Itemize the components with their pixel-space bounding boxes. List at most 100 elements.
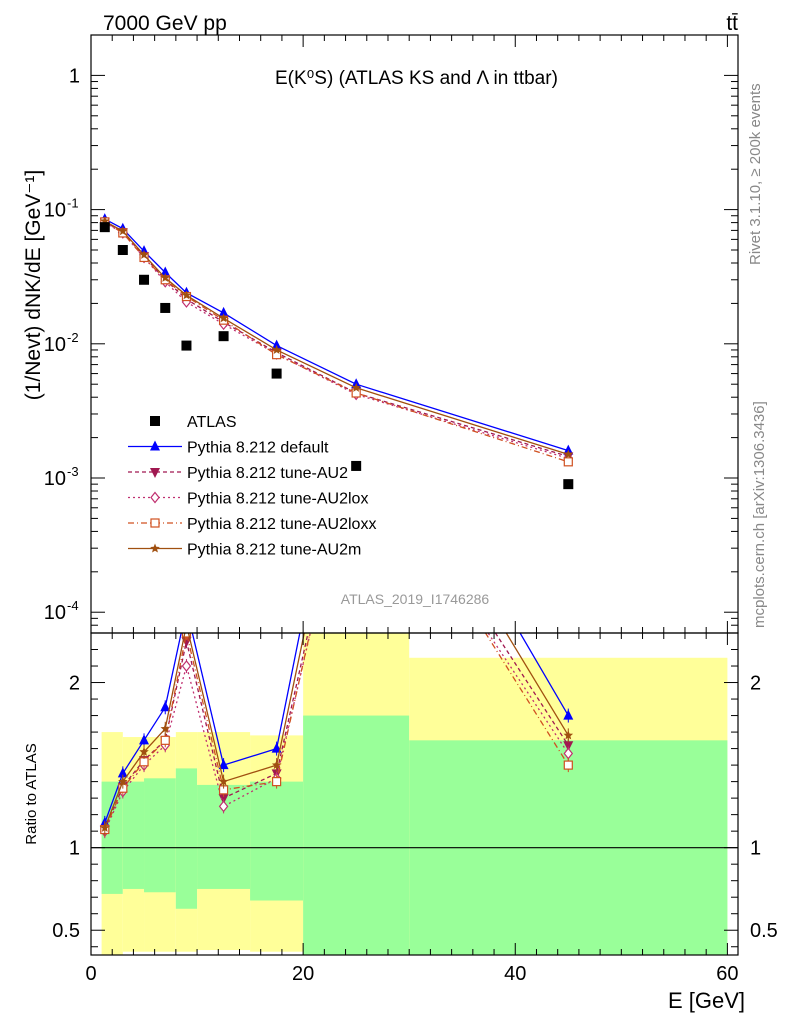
legend-label-0: ATLAS (187, 414, 237, 431)
mcplots-label: mcplots.cern.ch [arXiv:1306.3436] (751, 401, 768, 628)
y-tick-label-0: 1 (69, 65, 80, 87)
series-line-4 (104, 220, 569, 456)
y-tick-exp-3: -3 (67, 464, 79, 479)
ratio-3-point-2 (139, 757, 149, 767)
series-4-point-4 (181, 290, 192, 300)
y-tick-exp-4: -4 (67, 598, 79, 613)
legend-label-2: Pythia 8.212 tune-AU2 (187, 465, 348, 482)
data-point-7 (351, 460, 362, 471)
series-0-point-6 (271, 339, 282, 350)
x-tick-label-1: 20 (292, 963, 314, 985)
rivet-label: Rivet 3.1.10, ≥ 200k events (747, 83, 764, 265)
x-axis-label: E [GeV] (668, 988, 745, 1013)
ratio-3-point-7 (352, 423, 360, 431)
energy-label: 7000 GeV pp (103, 12, 227, 35)
band-inner-1 (122, 781, 145, 889)
y-tick-label-1: 10 (44, 200, 66, 222)
ratio-series-layer (99, 346, 574, 839)
ratio-uncertainty-bands (91, 633, 738, 955)
ratio-0-point-5 (218, 759, 229, 770)
ratio-1-point-8 (563, 741, 574, 752)
band-inner-6 (303, 715, 410, 955)
ratio-0-point-8 (563, 709, 574, 720)
x-tick-label-2: 40 (504, 963, 526, 985)
y-tick-label-2: 10 (44, 334, 66, 356)
series-3-point-8 (563, 457, 573, 467)
series-4-point-7 (351, 382, 361, 392)
legend-marker-2 (150, 468, 160, 478)
ratio-tick-label-r-2: 2 (750, 673, 761, 695)
ratio-4-point-2 (139, 746, 149, 756)
y-tick-exp-1: -1 (67, 196, 79, 211)
ratio-4-point-6 (271, 760, 282, 770)
ratio-4-point-3 (160, 723, 170, 733)
ratio-0-point-7 (351, 346, 361, 356)
ratio-4-point-0 (100, 822, 110, 832)
legend: ATLAS Pythia 8.212 default Pythia 8.212 tu… (128, 414, 376, 559)
ratio-0-point-1 (117, 767, 128, 778)
ratio-0-point-4 (181, 602, 191, 612)
data-point-8 (563, 479, 574, 490)
legend-marker-3 (150, 491, 160, 504)
ratio-line-0 (104, 633, 569, 824)
ratio-1-point-7 (351, 414, 361, 424)
ratio-3-point-4 (181, 633, 192, 638)
data-point-1 (117, 245, 128, 256)
y-tick-label-3: 10 (44, 468, 66, 490)
band-inner-5 (250, 781, 304, 901)
ratio-line-3 (104, 633, 569, 830)
ratio-4-point-1 (118, 776, 128, 786)
series-line-2 (104, 222, 569, 460)
data-point-0 (99, 222, 110, 233)
ratio-tick-label-r-1: 1 (750, 838, 761, 860)
ratio-4-point-4 (182, 620, 192, 629)
series-0-point-5 (218, 306, 229, 317)
series-4-point-6 (271, 344, 282, 354)
ratio-1-point-5 (218, 794, 229, 805)
y-tick-label-4: 10 (44, 602, 66, 624)
ratio-tick-label-r-0: 0.5 (750, 920, 778, 942)
ratio-2-point-5 (218, 800, 229, 813)
process-label: tt̄ (726, 12, 738, 35)
x-tick-label-3: 60 (716, 963, 738, 985)
ratio-0-point-2 (139, 734, 150, 745)
series-4-point-1 (118, 226, 128, 236)
legend-marker-4 (150, 518, 160, 528)
legend-label-1: Pythia 8.212 default (187, 440, 329, 457)
series-4-point-3 (160, 272, 170, 282)
analysis-id: ATLAS_2019_I1746286 (341, 591, 490, 607)
data-point-6 (271, 368, 282, 379)
series-line-1 (104, 221, 569, 458)
data-point-2 (139, 274, 150, 285)
ratio-4-point-5 (218, 776, 229, 786)
series-3-point-7 (351, 388, 361, 398)
legend-marker-5 (150, 543, 160, 553)
ratio-line-4 (104, 633, 569, 829)
legend-marker-1 (150, 440, 160, 451)
ratio-tick-label-0: 0.5 (52, 920, 80, 942)
ratio-2-point-7 (352, 430, 360, 440)
data-point-3 (160, 302, 171, 313)
legend-label-5: Pythia 8.212 tune-AU2m (187, 542, 361, 559)
legend-marker-0 (150, 416, 160, 426)
ratio-plot-frame (90, 632, 739, 956)
ratio-3-point-8 (563, 760, 573, 770)
y-axis-label: (1/Nevt) dNK/dE [GeV⁻¹] (22, 170, 45, 401)
series-line-3 (104, 221, 569, 463)
band-inner-2 (144, 778, 176, 893)
y-tick-exp-2: -2 (67, 330, 79, 345)
series-line-0 (104, 218, 569, 452)
band-inner-0 (101, 781, 123, 894)
ratio-2-point-4 (181, 660, 192, 672)
ratio-4-point-8 (563, 730, 574, 740)
band-inner-3 (175, 768, 198, 909)
ratio-3-point-6 (272, 777, 282, 787)
series-4-point-8 (563, 449, 574, 459)
series-0-point-3 (160, 266, 171, 277)
series-4-point-5 (218, 313, 229, 323)
ratio-axis-label: Ratio to ATLAS (23, 743, 40, 844)
x-tick-label-0: 0 (85, 963, 96, 985)
